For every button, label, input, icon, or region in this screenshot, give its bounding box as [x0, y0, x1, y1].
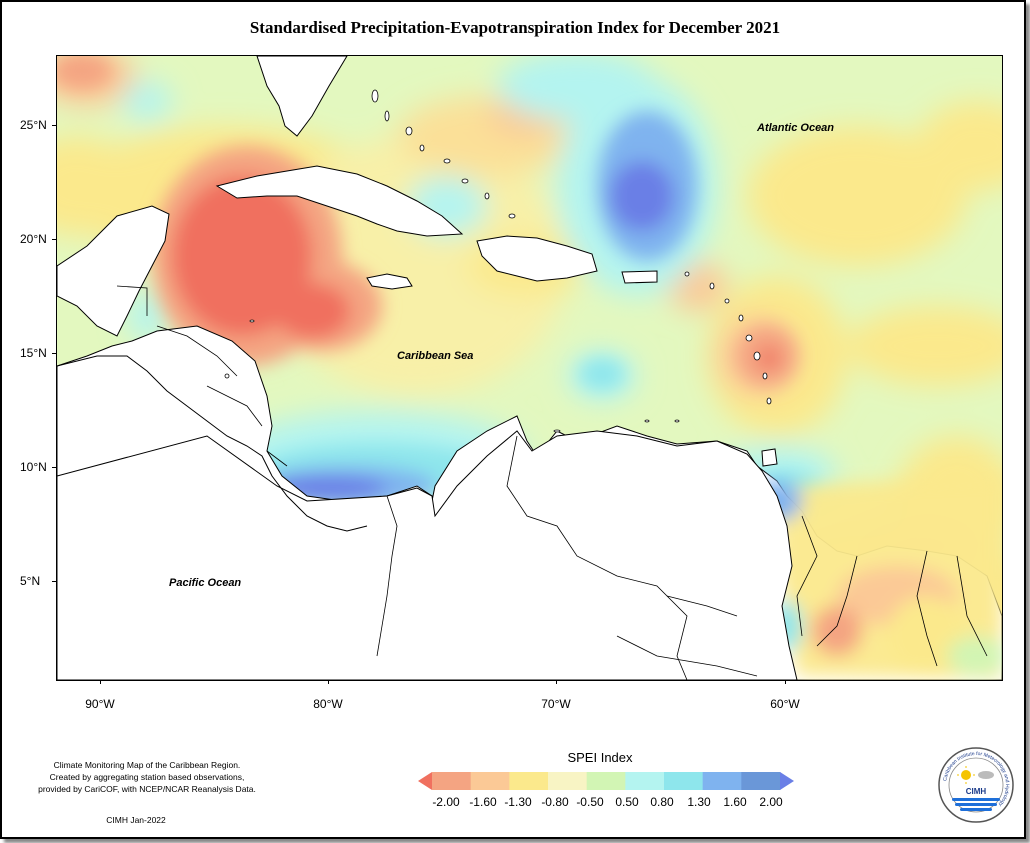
- legend-colorbar: [418, 772, 794, 790]
- lon-tick-90: [100, 680, 101, 684]
- label-atlantic-ocean: Atlantic Ocean: [756, 122, 834, 134]
- cloud-icon: [978, 771, 994, 779]
- venezuela-colombia-land: [57, 430, 798, 680]
- legend-break-label: -2.00: [432, 795, 460, 809]
- lat-tick-25: [52, 125, 56, 126]
- legend-swatch: [702, 772, 742, 790]
- lon-tick-70: [556, 680, 557, 684]
- legend-swatch: [664, 772, 704, 790]
- small-islands: [224, 89, 772, 433]
- map-title: Standardised Precipitation-Evapotranspir…: [249, 18, 781, 37]
- map-credit: CIMH Jan-2022: [106, 815, 166, 825]
- legend-break-label: -0.50: [576, 795, 604, 809]
- trinidad: [761, 448, 778, 467]
- legend-swatch: [470, 772, 510, 790]
- legend-break-label: 1.60: [723, 795, 747, 809]
- map-footnote: Climate Monitoring Map of the Caribbean …: [12, 759, 282, 795]
- legend-break-label: 0.80: [650, 795, 674, 809]
- legend-swatch: [586, 772, 626, 790]
- lat-label-25: 25°N: [20, 118, 47, 132]
- lat-tick-5: [52, 581, 56, 582]
- legend-swatch: [548, 772, 588, 790]
- waves-icon: [952, 798, 1000, 811]
- florida: [256, 56, 348, 137]
- label-pacific-ocean: Pacific Ocean: [169, 577, 241, 589]
- lon-tick-60: [785, 680, 786, 684]
- legend-swatch: [741, 772, 781, 790]
- lat-label-20: 20°N: [20, 232, 47, 246]
- hispaniola: [476, 235, 598, 282]
- lat-tick-20: [52, 239, 56, 240]
- lon-label-70: 70°W: [541, 697, 571, 711]
- legend-swatch-high-extreme: [780, 772, 794, 790]
- yucatan: [57, 205, 170, 337]
- legend-break-label: 2.00: [759, 795, 783, 809]
- lat-label-15: 15°N: [20, 346, 47, 360]
- legend-swatch-low-extreme: [418, 772, 432, 790]
- lat-label-5: 5°N: [20, 574, 41, 588]
- footnote-line-3: provided by CariCOF, with NCEP/NCAR Rean…: [38, 784, 256, 794]
- legend-break-label: 1.30: [687, 795, 711, 809]
- cimh-logo: CIMH Caribbean Institute for Meteorology…: [938, 747, 1014, 823]
- spei-map: Atlantic Ocean Caribbean Sea Pacific Oce…: [56, 55, 1003, 681]
- footnote-line-1: Climate Monitoring Map of the Caribbean …: [53, 760, 241, 770]
- puerto-rico: [621, 270, 658, 284]
- legend-break-label: -0.80: [541, 795, 569, 809]
- legend-labels: -2.00 -1.60 -1.30 -0.80 -0.50 0.50 0.80 …: [0, 795, 1030, 811]
- logo-text: CIMH: [966, 787, 987, 796]
- lon-label-90: 90°W: [85, 697, 115, 711]
- sun-rays-icon: [957, 766, 975, 784]
- legend-break-label: -1.60: [469, 795, 497, 809]
- jamaica: [366, 273, 413, 290]
- footnote-line-2: Created by aggregating station based obs…: [49, 772, 245, 782]
- lon-label-80: 80°W: [313, 697, 343, 711]
- country-borders: [116, 285, 988, 680]
- legend-break-label: 0.50: [615, 795, 639, 809]
- lat-tick-10: [52, 467, 56, 468]
- lon-label-60: 60°W: [770, 697, 800, 711]
- lat-label-10: 10°N: [20, 460, 47, 474]
- sun-icon: [961, 770, 971, 780]
- lat-tick-15: [52, 353, 56, 354]
- cuba: [215, 165, 464, 237]
- legend-bar-group: [418, 772, 794, 790]
- legend-title: SPEI Index: [567, 750, 633, 765]
- legend-swatch: [625, 772, 665, 790]
- legend-break-label: -1.30: [504, 795, 532, 809]
- label-caribbean-sea: Caribbean Sea: [397, 350, 473, 362]
- legend-swatch: [509, 772, 549, 790]
- pacific-coastline: [57, 355, 368, 532]
- map-canvas: Atlantic Ocean Caribbean Sea Pacific Oce…: [57, 56, 1002, 680]
- legend-swatch: [432, 772, 472, 790]
- lon-tick-80: [328, 680, 329, 684]
